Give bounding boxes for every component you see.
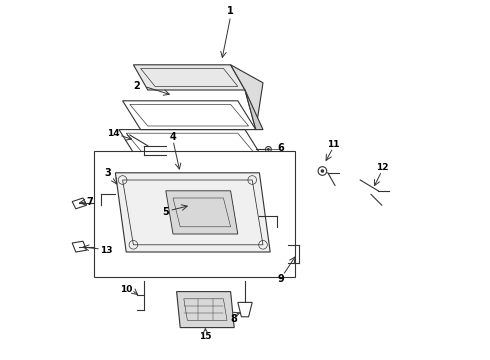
Text: 2: 2: [134, 81, 140, 91]
Text: 10: 10: [120, 285, 132, 294]
Polygon shape: [116, 173, 270, 252]
Text: 15: 15: [199, 332, 212, 341]
Polygon shape: [231, 65, 263, 130]
Polygon shape: [245, 90, 263, 130]
Text: 7: 7: [87, 197, 94, 207]
Polygon shape: [133, 65, 245, 90]
Circle shape: [268, 149, 269, 150]
Text: 1: 1: [227, 6, 234, 16]
Circle shape: [321, 170, 323, 172]
Text: 14: 14: [107, 129, 120, 138]
Polygon shape: [176, 292, 234, 328]
Text: 6: 6: [278, 143, 284, 153]
Text: 5: 5: [162, 207, 169, 217]
Polygon shape: [166, 191, 238, 234]
Text: 11: 11: [327, 140, 340, 149]
Bar: [94, 151, 295, 277]
Text: 3: 3: [105, 168, 112, 178]
Polygon shape: [122, 101, 256, 130]
Text: 12: 12: [375, 163, 388, 172]
Text: 9: 9: [278, 274, 284, 284]
Text: 4: 4: [170, 132, 176, 142]
Text: 8: 8: [231, 314, 238, 324]
Text: 13: 13: [100, 246, 113, 255]
